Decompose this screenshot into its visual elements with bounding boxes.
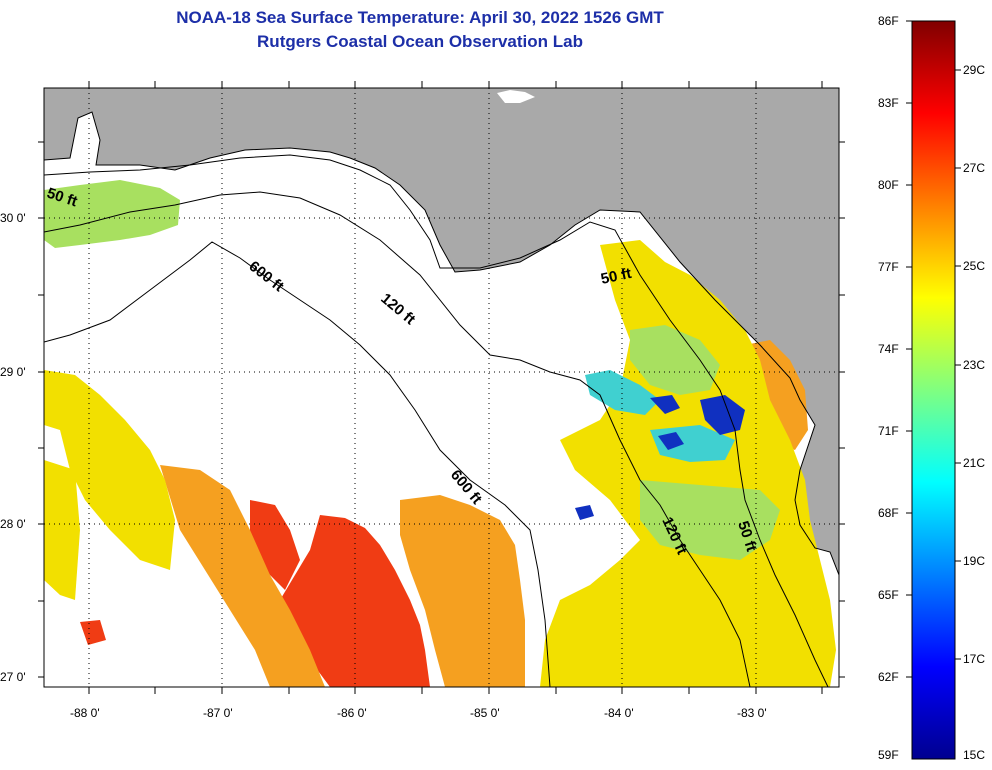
lon-label-86: -86 0'	[337, 706, 367, 720]
sst-patch-yellow-2	[44, 460, 80, 600]
sst-patch-red-3	[80, 620, 106, 645]
lon-label-84: -84 0'	[604, 706, 634, 720]
chart-subtitle: Rutgers Coastal Ocean Observation Lab	[257, 32, 583, 51]
cb-f-71: 71F	[878, 424, 899, 438]
axis-ticks	[38, 81, 845, 694]
cb-c-19: 19C	[963, 554, 986, 568]
cb-f-83: 83F	[878, 96, 899, 110]
lon-label-83: -83 0'	[737, 706, 767, 720]
cb-c-15: 15C	[963, 748, 986, 762]
sst-patch-blue-2	[650, 395, 680, 414]
sst-patch-yellow-1	[44, 370, 175, 570]
lon-label-88: -88 0'	[70, 706, 100, 720]
lon-label-87: -87 0'	[203, 706, 233, 720]
cb-f-65: 65F	[878, 588, 899, 602]
lat-label-30: 30 0'	[0, 211, 26, 225]
lat-label-29: 29 0'	[0, 365, 26, 379]
cb-f-80: 80F	[878, 178, 899, 192]
cb-f-74: 74F	[878, 342, 899, 356]
cb-c-29: 29C	[963, 63, 986, 77]
cb-f-59: 59F	[878, 748, 899, 762]
chart-title: NOAA-18 Sea Surface Temperature: April 3…	[176, 8, 664, 27]
cb-f-68: 68F	[878, 506, 899, 520]
contour-120ft	[44, 191, 751, 687]
sst-patch-yellow-3	[540, 240, 836, 687]
sst-patch-red-1	[280, 515, 430, 687]
coastline	[44, 111, 839, 576]
cb-c-23: 23C	[963, 358, 986, 372]
sst-patch-red-2	[250, 500, 300, 590]
cb-c-27: 27C	[963, 161, 986, 175]
cb-c-17: 17C	[963, 652, 986, 666]
sst-patch-blue-4	[575, 505, 594, 520]
sst-patch-green-1	[44, 180, 180, 248]
contour-600ft	[44, 241, 551, 687]
map-area: 50 ft 50 ft 50 ft 120 ft 120 ft 600 ft 6…	[44, 88, 839, 687]
colorbar-ticks	[906, 20, 961, 678]
cb-c-21: 21C	[963, 456, 986, 470]
contour-50ft	[44, 154, 829, 687]
lon-label-85: -85 0'	[470, 706, 500, 720]
cb-f-77: 77F	[878, 260, 899, 274]
lat-label-28: 28 0'	[0, 517, 26, 531]
contour-label-50ft-east: 50 ft	[599, 265, 633, 288]
sst-patch-blue-3	[658, 432, 684, 450]
map-frame	[43, 87, 840, 688]
cb-c-25: 25C	[963, 259, 986, 273]
lat-label-27: 27 0'	[0, 670, 26, 684]
sst-patch-green-2	[630, 325, 720, 395]
colorbar	[911, 20, 956, 760]
sst-patch-orange-3	[160, 465, 325, 687]
sst-patch-cyan-1	[585, 370, 660, 415]
cb-f-62: 62F	[878, 670, 899, 684]
sst-patch-blue-1	[700, 395, 745, 435]
cb-f-86: 86F	[878, 14, 899, 28]
cloud-speck	[497, 90, 535, 103]
sst-patch-orange-1	[400, 495, 525, 687]
